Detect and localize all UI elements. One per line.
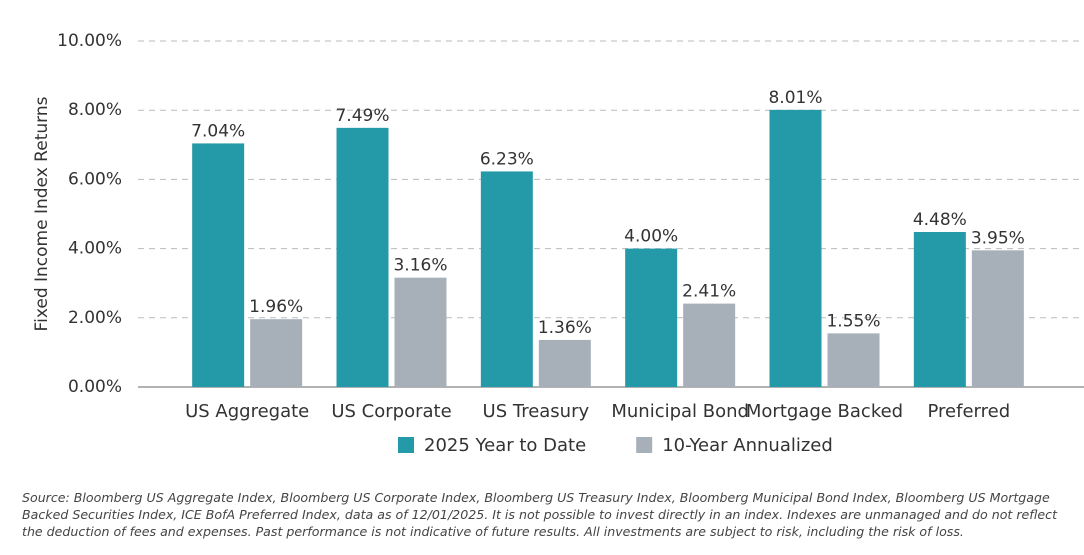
y-tick-label: 2.00% bbox=[68, 308, 122, 328]
bar bbox=[769, 109, 822, 387]
bar bbox=[971, 250, 1024, 387]
y-tick-label: 6.00% bbox=[68, 169, 122, 189]
value-label: 6.23% bbox=[480, 149, 534, 169]
x-tick-label: Municipal Bond bbox=[611, 401, 749, 422]
value-label: 8.01% bbox=[768, 88, 822, 108]
x-tick-label: Mortgage Backed bbox=[746, 401, 903, 422]
value-label: 4.48% bbox=[913, 210, 967, 230]
value-label: 1.36% bbox=[538, 318, 592, 338]
value-label: 3.95% bbox=[971, 228, 1025, 248]
value-label: 7.49% bbox=[335, 106, 389, 126]
y-tick-label: 8.00% bbox=[68, 100, 122, 120]
x-tick-label: US Treasury bbox=[483, 401, 590, 422]
x-tick-label: US Aggregate bbox=[185, 401, 309, 422]
x-tick-label: Preferred bbox=[928, 401, 1011, 422]
value-label: 3.16% bbox=[393, 256, 447, 276]
chart: Fixed Income Index Returns 0.00% 2.00% 4.0… bbox=[32, 31, 1084, 456]
bar bbox=[625, 248, 678, 387]
x-tick-label: US Corporate bbox=[331, 401, 451, 422]
value-label: 7.04% bbox=[191, 121, 245, 141]
bar bbox=[394, 277, 447, 387]
bar bbox=[336, 127, 389, 387]
legend-swatch bbox=[398, 437, 414, 453]
bar bbox=[192, 143, 245, 387]
value-label: 2.41% bbox=[682, 282, 736, 302]
value-label: 1.96% bbox=[249, 297, 303, 317]
legend-swatch bbox=[636, 437, 653, 453]
value-label: 4.00% bbox=[624, 227, 678, 247]
bar bbox=[827, 333, 880, 387]
bar bbox=[913, 231, 966, 387]
bar bbox=[538, 339, 591, 387]
y-axis-label: Fixed Income Index Returns bbox=[32, 96, 52, 331]
bar bbox=[480, 171, 533, 387]
y-tick-label: 10.00% bbox=[57, 31, 122, 51]
source-note: Source: Bloomberg US Aggregate Index, Bl… bbox=[22, 490, 1058, 539]
y-tick-label: 4.00% bbox=[68, 239, 122, 259]
bar bbox=[683, 303, 736, 387]
legend-label: 2025 Year to Date bbox=[424, 435, 586, 456]
value-label: 1.55% bbox=[826, 311, 880, 331]
y-tick-label: 0.00% bbox=[68, 377, 122, 397]
legend-label: 10-Year Annualized bbox=[662, 435, 833, 456]
bar bbox=[250, 319, 303, 387]
